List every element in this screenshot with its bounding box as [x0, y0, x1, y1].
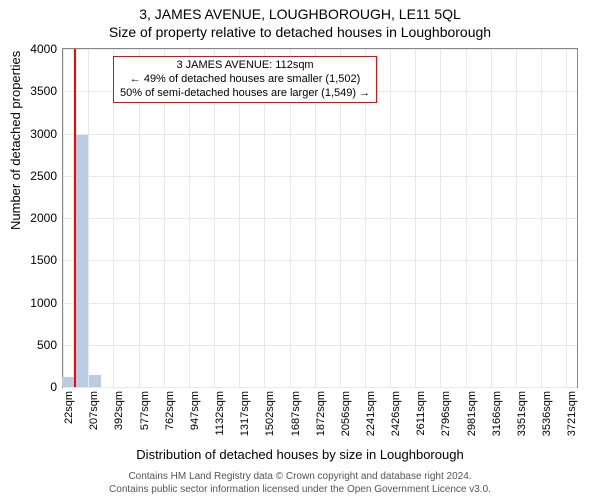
x-tick-label: 2241sqm	[365, 391, 377, 436]
grid-h	[63, 303, 577, 304]
y-tick-label: 3000	[30, 127, 63, 141]
grid-v	[390, 49, 391, 387]
y-tick-label: 1000	[30, 296, 63, 310]
bar	[89, 375, 101, 387]
grid-v	[415, 49, 416, 387]
y-axis-label: Number of detached properties	[8, 51, 23, 230]
x-tick-label: 3351sqm	[516, 391, 528, 436]
plot-area: 0500100015002000250030003500400022sqm207…	[62, 48, 578, 388]
x-tick-label: 207sqm	[88, 391, 100, 430]
y-tick-label: 500	[37, 338, 63, 352]
y-tick-label: 1500	[30, 253, 63, 267]
x-tick-label: 2796sqm	[440, 391, 452, 436]
annotation-box: 3 JAMES AVENUE: 112sqm← 49% of detached …	[113, 56, 377, 103]
grid-v	[88, 49, 89, 387]
grid-v	[466, 49, 467, 387]
y-tick-label: 4000	[30, 42, 63, 56]
annotation-line2: ← 49% of detached houses are smaller (1,…	[120, 73, 370, 87]
grid-h	[63, 49, 577, 50]
x-tick-label: 3166sqm	[491, 391, 503, 436]
x-tick-label: 2981sqm	[466, 391, 478, 436]
x-tick-label: 3536sqm	[541, 391, 553, 436]
grid-v	[63, 49, 64, 387]
title-line2: Size of property relative to detached ho…	[0, 24, 600, 40]
footer-text: Contains HM Land Registry data © Crown c…	[0, 471, 600, 496]
grid-v	[440, 49, 441, 387]
grid-v	[566, 49, 567, 387]
annotation-line3: 50% of semi-detached houses are larger (…	[120, 87, 370, 101]
x-tick-label: 1317sqm	[239, 391, 251, 436]
x-tick-label: 762sqm	[164, 391, 176, 430]
x-tick-label: 1872sqm	[315, 391, 327, 436]
x-tick-label: 947sqm	[189, 391, 201, 430]
footer-line1: Contains HM Land Registry data © Crown c…	[128, 471, 471, 482]
annotation-line1: 3 JAMES AVENUE: 112sqm	[120, 59, 370, 73]
grid-v	[516, 49, 517, 387]
x-tick-label: 22sqm	[63, 391, 75, 424]
grid-h	[63, 218, 577, 219]
x-tick-label: 2056sqm	[340, 391, 352, 436]
grid-h	[63, 345, 577, 346]
grid-v	[491, 49, 492, 387]
grid-h	[63, 176, 577, 177]
x-tick-label: 2426sqm	[390, 391, 402, 436]
y-tick-label: 3500	[30, 84, 63, 98]
grid-h	[63, 260, 577, 261]
bar	[62, 377, 74, 387]
grid-v	[541, 49, 542, 387]
x-tick-label: 577sqm	[139, 391, 151, 430]
x-tick-label: 3721sqm	[566, 391, 578, 436]
grid-h	[63, 387, 577, 388]
chart-container: 3, JAMES AVENUE, LOUGHBOROUGH, LE11 5QL …	[0, 0, 600, 500]
x-tick-label: 1687sqm	[290, 391, 302, 436]
x-tick-label: 1502sqm	[264, 391, 276, 436]
reference-line	[74, 49, 76, 387]
footer-line2: Contains public sector information licen…	[109, 484, 491, 495]
y-tick-label: 2000	[30, 211, 63, 225]
bar	[76, 135, 88, 387]
x-tick-label: 392sqm	[113, 391, 125, 430]
title-line1: 3, JAMES AVENUE, LOUGHBOROUGH, LE11 5QL	[0, 6, 600, 22]
y-tick-label: 2500	[30, 169, 63, 183]
x-axis-label: Distribution of detached houses by size …	[0, 447, 600, 462]
grid-h	[63, 134, 577, 135]
x-tick-label: 2611sqm	[415, 391, 427, 435]
x-tick-label: 1132sqm	[214, 391, 226, 435]
